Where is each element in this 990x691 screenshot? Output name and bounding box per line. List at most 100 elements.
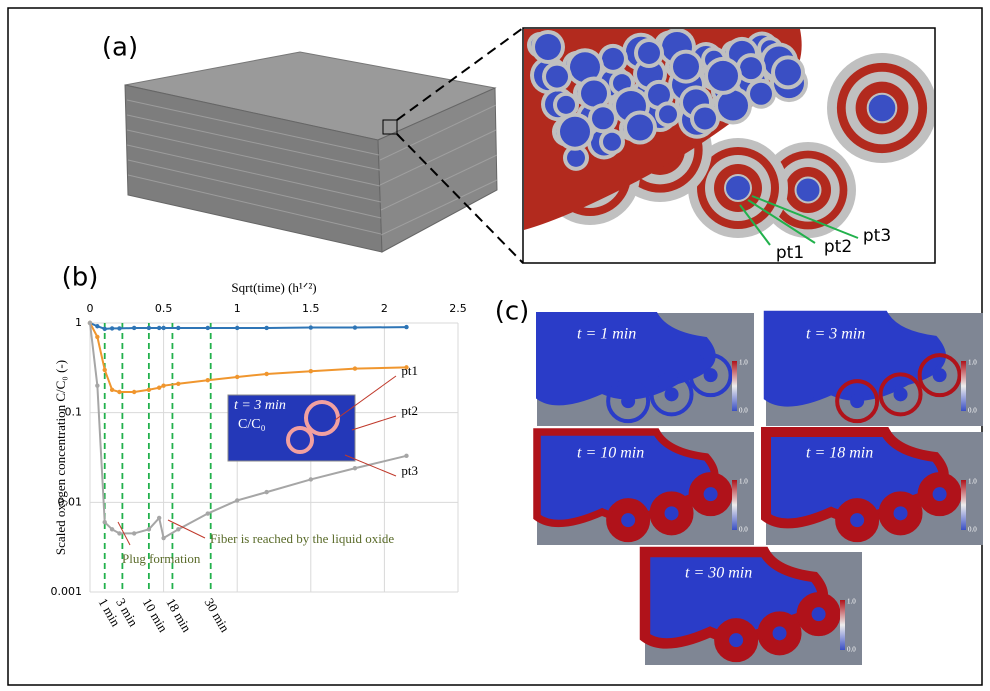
panel-label: (b) <box>62 263 99 293</box>
fiber <box>665 506 679 520</box>
data-point <box>176 382 180 386</box>
x-tick-label: 1.5 <box>302 302 320 315</box>
fiber <box>933 487 947 501</box>
data-point <box>161 383 165 387</box>
fiber <box>704 368 718 382</box>
snapshot-label: t = 10 min <box>577 445 644 462</box>
colorbar-min: 0.0 <box>739 407 748 415</box>
fiber-ring <box>725 175 751 201</box>
probe-label: pt2 <box>824 237 852 257</box>
fiber <box>673 54 699 80</box>
data-point <box>157 516 161 520</box>
fiber <box>718 91 748 121</box>
fiber <box>894 506 908 520</box>
fiber <box>557 96 575 114</box>
data-point <box>206 378 210 382</box>
data-point <box>103 368 107 372</box>
data-point <box>117 390 121 394</box>
x-tick-label: 2 <box>381 302 388 315</box>
colorbar <box>732 480 737 530</box>
data-point <box>264 490 268 494</box>
colorbar <box>732 361 737 411</box>
snapshot-label: t = 3 min <box>806 326 865 343</box>
data-point <box>110 326 114 330</box>
fiber <box>627 115 653 141</box>
data-point <box>95 324 99 328</box>
series-line <box>90 323 406 392</box>
fiber <box>850 513 864 527</box>
probe-label: pt1 <box>776 243 804 263</box>
data-point <box>117 531 121 535</box>
x-tick-label: 0 <box>87 302 94 315</box>
data-point <box>88 321 92 325</box>
fiber-ring <box>868 94 897 123</box>
data-point <box>176 326 180 330</box>
data-point <box>147 527 151 531</box>
data-point <box>206 326 210 330</box>
fiber <box>704 487 718 501</box>
fiber <box>894 387 908 401</box>
data-point <box>95 335 99 339</box>
fiber <box>621 394 635 408</box>
fiber <box>546 66 568 88</box>
data-point <box>132 531 136 535</box>
y-tick-label: 1 <box>75 316 82 329</box>
data-point <box>110 527 114 531</box>
data-point <box>103 327 107 331</box>
colorbar-min: 0.0 <box>739 526 748 534</box>
fiber <box>773 626 787 640</box>
legend-label: pt1 <box>401 363 418 378</box>
colorbar-max: 1.0 <box>739 478 748 486</box>
data-point <box>264 326 268 330</box>
data-point <box>157 326 161 330</box>
annotation: Plug formation <box>122 551 201 566</box>
composite-block <box>125 52 497 252</box>
snapshot-label: t = 1 min <box>577 326 636 343</box>
time-marker-label: 30 min <box>202 595 233 635</box>
data-point <box>235 498 239 502</box>
fiber <box>621 513 635 527</box>
snapshot-label: t = 30 min <box>685 565 752 582</box>
data-point <box>235 326 239 330</box>
legend-label: pt3 <box>401 463 418 478</box>
x-axis-title: Sqrt(time) (h¹ᐟ²) <box>231 280 316 295</box>
colorbar <box>961 361 966 411</box>
fiber <box>665 387 679 401</box>
inset-label: C/C₀ <box>238 417 266 432</box>
fiber <box>603 133 621 151</box>
fiber <box>850 394 864 408</box>
fiber <box>638 42 660 64</box>
fiber <box>775 59 801 85</box>
data-point <box>309 325 313 329</box>
data-point <box>404 454 408 458</box>
time-marker-label: 18 min <box>163 595 194 635</box>
data-point <box>264 372 268 376</box>
data-point <box>353 325 357 329</box>
panel-label: (a) <box>102 33 138 63</box>
data-point <box>132 326 136 330</box>
data-point <box>206 511 210 515</box>
figure: (a) (b) (c) pt1pt2pt3 1.00.0t = 1 min1.0… <box>0 0 990 691</box>
probe-label: pt3 <box>863 226 891 246</box>
data-point <box>309 369 313 373</box>
colorbar-max: 1.0 <box>739 359 748 367</box>
data-point <box>404 325 408 329</box>
data-point <box>132 390 136 394</box>
x-tick-label: 1 <box>234 302 241 315</box>
data-point <box>95 383 99 387</box>
fiber <box>602 48 624 70</box>
data-point <box>161 326 165 330</box>
annotation: Fiber is reached by the liquid oxide <box>210 531 394 546</box>
y-axis-title: Scaled oxygen concentration C/C₀ (-) <box>53 360 68 555</box>
fiber-ring <box>796 178 821 203</box>
data-point <box>157 385 161 389</box>
snapshot-label: t = 18 min <box>806 445 873 462</box>
data-point <box>176 527 180 531</box>
fiber <box>535 34 561 60</box>
legend-pointer <box>352 416 396 430</box>
data-point <box>110 388 114 392</box>
fiber <box>708 61 738 91</box>
fiber <box>560 117 590 147</box>
colorbar-max: 1.0 <box>847 598 856 606</box>
